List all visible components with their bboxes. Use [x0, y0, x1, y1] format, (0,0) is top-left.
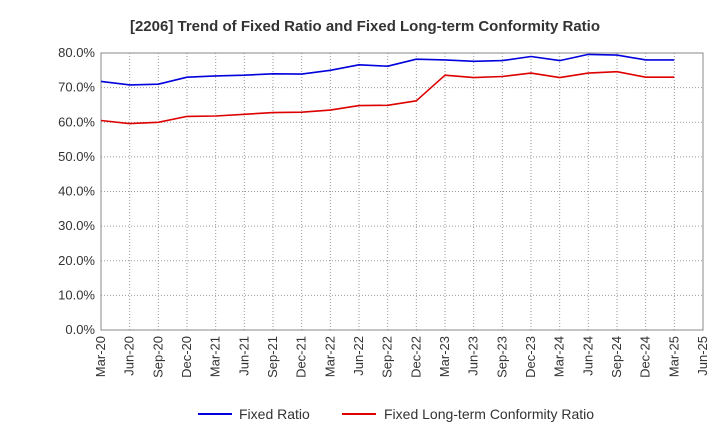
y-tick-label: 80.0%	[58, 45, 95, 60]
x-tick-label: Jun-23	[466, 336, 481, 376]
x-tick-label: Mar-21	[208, 336, 223, 377]
x-tick-label: Jun-24	[580, 336, 595, 376]
series-line-1	[100, 70, 675, 125]
x-tick-label: Mar-23	[437, 336, 452, 377]
x-tick-label: Jun-21	[236, 336, 251, 376]
x-tick-label: Sep-21	[265, 336, 280, 378]
chart-title: [2206] Trend of Fixed Ratio and Fixed Lo…	[130, 18, 600, 35]
series-lines	[100, 53, 675, 125]
y-axis-ticks: 0.0% 10.0% 20.0% 30.0% 40.0% 50.0% 60.0% 70.0% 8…	[58, 45, 95, 337]
series-line-0	[100, 53, 675, 86]
plot-frame	[100, 52, 704, 331]
y-tick-label: 60.0%	[58, 114, 95, 129]
plot-area-border	[100, 52, 704, 331]
x-tick-label: Jun-20	[122, 336, 137, 376]
y-tick-label: 20.0%	[58, 253, 95, 268]
x-tick-label: Sep-23	[494, 336, 509, 378]
x-axis-ticks: Mar-20 Jun-20 Sep-20 Dec-20 Mar-21 Jun-21 Sep-…	[93, 336, 710, 378]
x-tick-label: Mar-22	[322, 336, 337, 377]
x-tick-label: Dec-21	[294, 336, 309, 378]
x-tick-label: Jun-22	[351, 336, 366, 376]
legend-label-fixed-ratio: Fixed Ratio	[239, 406, 310, 422]
legend-label-fixed-long-term-conformity-ratio: Fixed Long-term Conformity Ratio	[384, 406, 594, 422]
x-tick-label: Dec-23	[523, 336, 538, 378]
y-tick-label: 50.0%	[58, 149, 95, 164]
x-tick-label: Mar-20	[93, 336, 108, 377]
y-tick-label: 0.0%	[65, 322, 95, 337]
gridlines	[101, 53, 703, 330]
x-tick-label: Mar-24	[552, 336, 567, 377]
x-tick-label: Dec-24	[638, 336, 653, 378]
x-tick-label: Sep-24	[609, 336, 624, 378]
x-tick-label: Sep-22	[380, 336, 395, 378]
y-tick-label: 70.0%	[58, 80, 95, 95]
y-tick-label: 40.0%	[58, 184, 95, 199]
x-tick-label: Dec-20	[179, 336, 194, 378]
x-tick-label: Jun-25	[695, 336, 710, 376]
y-tick-label: 30.0%	[58, 218, 95, 233]
x-tick-label: Sep-20	[150, 336, 165, 378]
y-tick-label: 10.0%	[58, 287, 95, 302]
x-tick-label: Dec-22	[408, 336, 423, 378]
x-tick-label: Mar-25	[666, 336, 681, 377]
legend: Fixed Ratio Fixed Long-term Conformity R…	[198, 406, 594, 422]
